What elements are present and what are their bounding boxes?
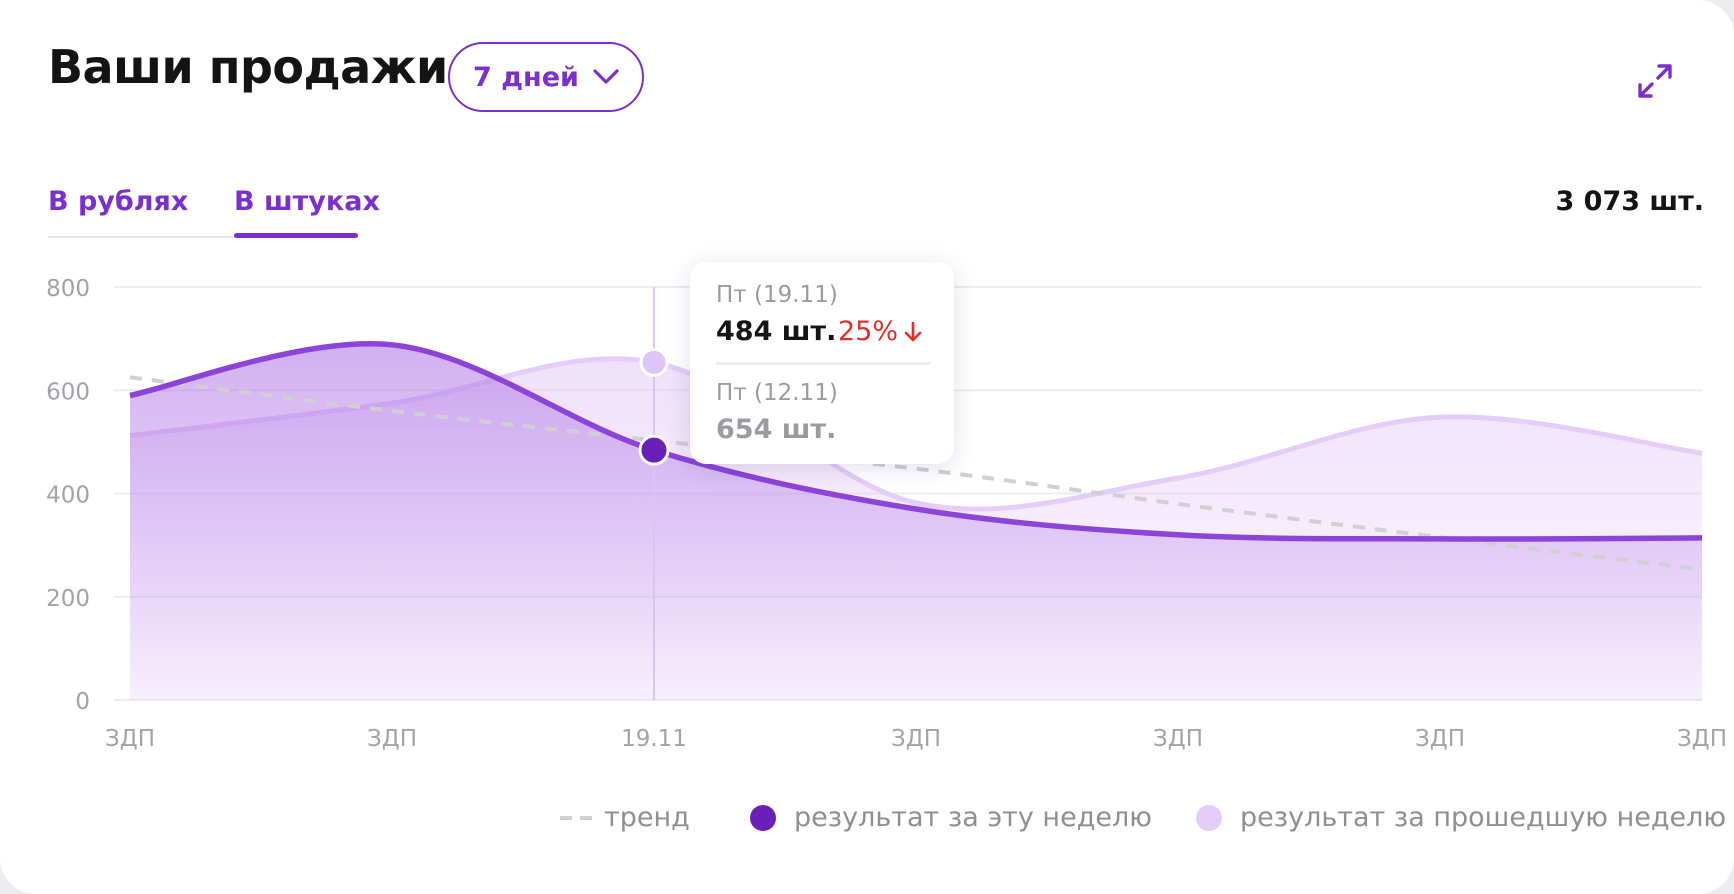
x-tick-label: ЗДП	[105, 726, 155, 752]
legend-item-trend: тренд	[560, 802, 690, 833]
y-tick-label: 200	[46, 586, 90, 612]
legend-item-prev-week: результат за прошедшую неделю	[1196, 802, 1726, 833]
y-tick-label: 800	[46, 276, 90, 302]
tooltip-separator	[716, 362, 930, 365]
this-week-area	[130, 343, 1702, 700]
active-tab-indicator	[234, 233, 358, 238]
page-title: Ваши продажи	[48, 40, 448, 94]
this-week-point	[638, 434, 670, 466]
arrow-down-icon	[904, 321, 922, 341]
x-tick-label: ЗДП	[891, 726, 941, 752]
sales-chart: 0 200 400 600 800 ЗДП ЗДП 19.11 ЗДП ЗДП ЗДП ЗДП	[46, 276, 1727, 752]
legend-trend-swatch	[560, 815, 592, 820]
legend-prev-week-swatch	[1196, 804, 1222, 831]
tabs-divider	[48, 236, 358, 238]
x-tick-label: ЗДП	[367, 726, 417, 752]
tab-pieces[interactable]: В штуках	[234, 186, 380, 217]
x-tick-label: ЗДП	[1677, 726, 1727, 752]
tooltip-current-value: 484 шт.	[716, 316, 837, 347]
tooltip-previous-date: Пт (12.11)	[716, 380, 838, 406]
x-tick-label: ЗДП	[1415, 726, 1465, 752]
prev-week-point	[639, 347, 669, 377]
tooltip-change: 25%	[838, 316, 922, 347]
x-tick-label: ЗДП	[1153, 726, 1203, 752]
tooltip-previous-value: 654 шт.	[716, 414, 837, 445]
tab-rubles[interactable]: В рублях	[48, 186, 189, 217]
total-sales-value: 3 073 шт.	[1555, 186, 1704, 217]
period-label: 7 дней	[473, 61, 579, 93]
expand-icon[interactable]	[1632, 58, 1678, 104]
legend-this-week-swatch	[750, 804, 776, 831]
y-tick-label: 400	[46, 483, 90, 509]
tooltip-change-value: 25%	[838, 316, 899, 347]
legend-item-this-week: результат за эту неделю	[750, 802, 1152, 833]
legend-prev-week-label: результат за прошедшую неделю	[1240, 802, 1727, 833]
chart-tooltip: Пт (19.11) 484 шт. 25% Пт (12.11) 654 шт…	[690, 262, 954, 464]
tooltip-current-date: Пт (19.11)	[716, 282, 838, 308]
y-tick-label: 0	[75, 689, 90, 715]
x-tick-label: 19.11	[621, 726, 687, 752]
legend-this-week-label: результат за эту неделю	[794, 802, 1152, 833]
y-tick-label: 600	[46, 379, 90, 405]
trend-line	[129, 375, 1703, 572]
legend-trend-label: тренд	[604, 802, 690, 833]
chevron-down-icon	[593, 69, 619, 84]
period-dropdown[interactable]: 7 дней	[448, 42, 644, 112]
this-week-line	[129, 341, 1703, 542]
